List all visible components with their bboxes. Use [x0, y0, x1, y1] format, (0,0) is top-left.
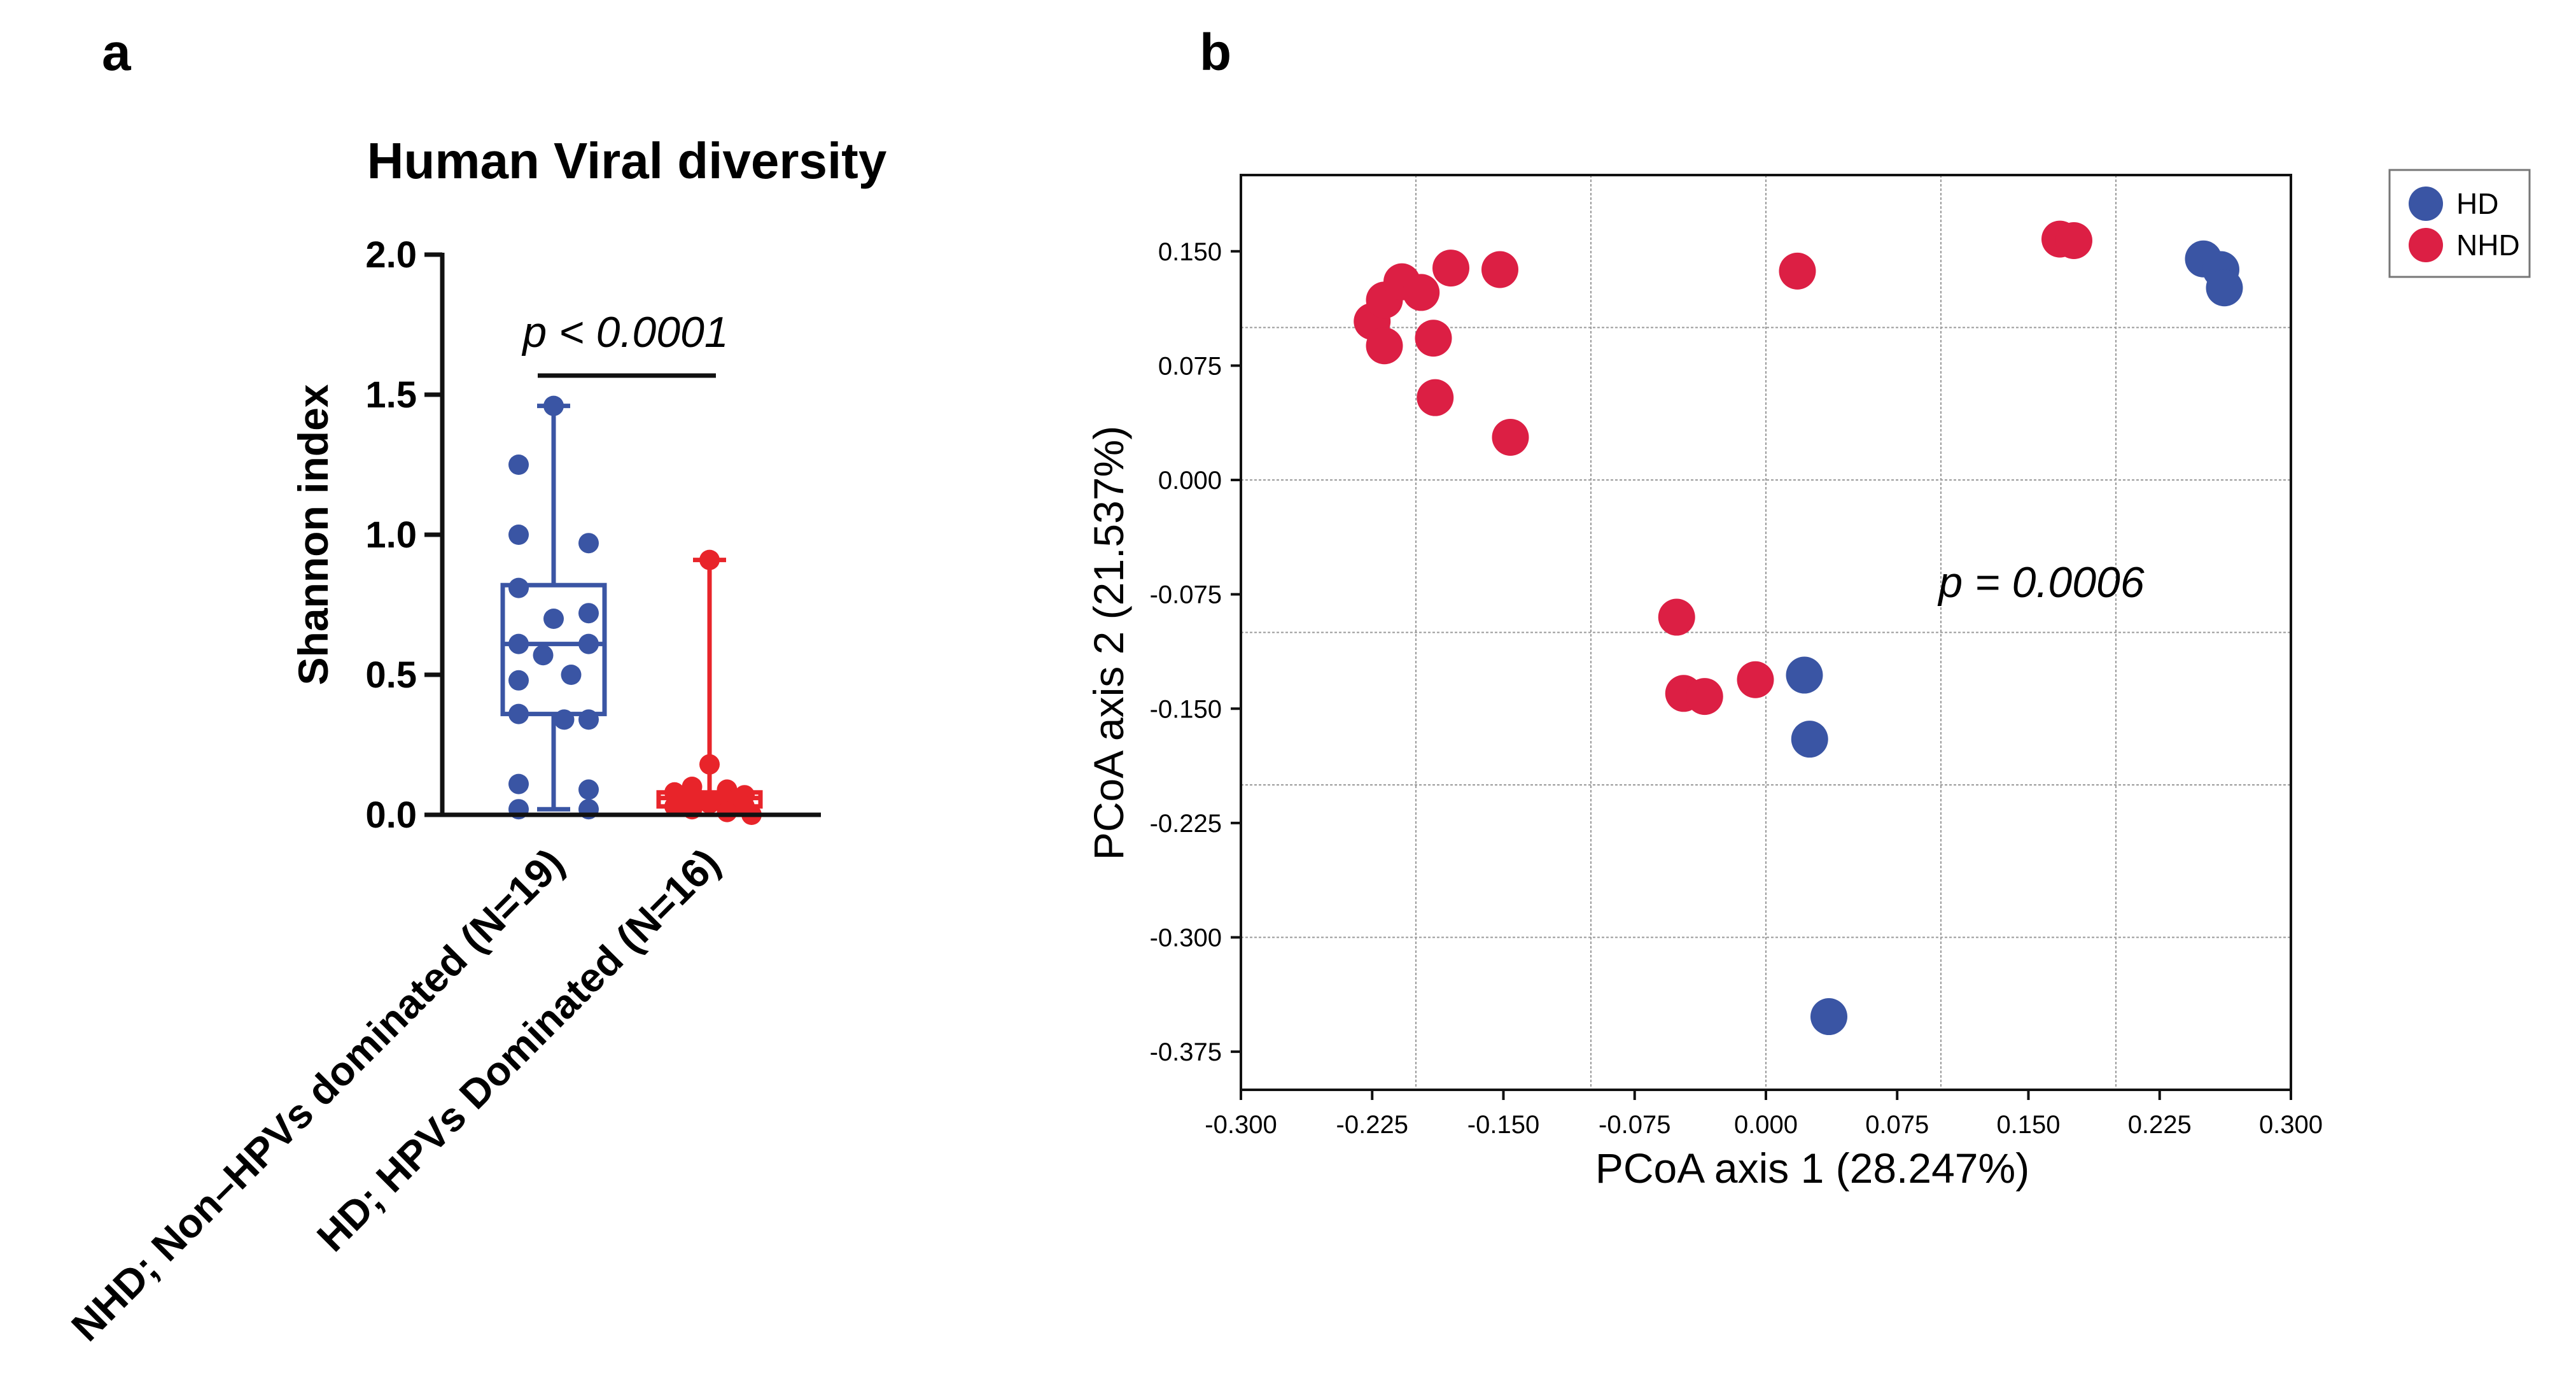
legend-hd-marker — [2409, 187, 2443, 221]
panel-a-y-axis-label: Shannon index — [290, 384, 337, 685]
x-tick-label: 0.000 — [1734, 1111, 1798, 1139]
panel-b-legend: HD NHD — [2388, 169, 2531, 278]
point-nhd — [1417, 379, 1454, 416]
data-point — [533, 645, 554, 666]
x-tick-label: -0.075 — [1599, 1111, 1670, 1139]
panel-b-y-axis-label: PCoA axis 2 (21.537%) — [1085, 426, 1132, 860]
x-tick-label: 0.300 — [2259, 1111, 2323, 1139]
panel-a-letter: a — [102, 24, 132, 81]
point-nhd — [1403, 274, 1440, 311]
data-point — [508, 773, 529, 794]
y-tick-label: 2.0 — [365, 234, 417, 276]
data-point — [664, 796, 685, 817]
point-hd — [1786, 656, 1823, 694]
data-point — [508, 455, 529, 475]
data-point — [699, 754, 720, 775]
panel-b-pcoa-scatter: -0.300 -0.225 -0.150 -0.075 0.000 0.075 0.150 0… — [1085, 169, 2531, 1192]
data-point — [699, 793, 720, 814]
x-tick-label: 0.150 — [1996, 1111, 2060, 1139]
y-tick-label: 1.5 — [365, 374, 417, 416]
panel-a-box-plot: Human Viral diversity Shannon index 0.00… — [62, 132, 886, 1350]
legend-hd-label: HD — [2456, 187, 2498, 220]
box-iqr — [500, 582, 607, 717]
panel-a-boxes — [500, 404, 763, 817]
data-point — [543, 395, 564, 416]
point-nhd — [1779, 252, 1816, 290]
data-point — [717, 801, 738, 822]
panel-b-p-value: p = 0.0006 — [1937, 558, 2144, 607]
x-tick-label: 0.225 — [2128, 1111, 2192, 1139]
point-nhd — [2055, 222, 2092, 259]
panel-a-points — [508, 395, 762, 825]
y-tick-label: -0.375 — [1150, 1038, 1222, 1066]
box-hd — [656, 558, 763, 817]
data-point — [554, 709, 575, 730]
panel-a-category-labels: NHD; Non–HPVs dominated (N=19)HD; HPVs D… — [62, 840, 728, 1350]
point-nhd — [1415, 320, 1452, 357]
y-tick-label: 0.150 — [1158, 238, 1222, 266]
data-point — [578, 603, 599, 624]
panel-b-gridlines — [1241, 175, 2291, 1090]
y-tick-label: 0.0 — [365, 794, 417, 836]
data-point — [508, 633, 529, 654]
x-tick-label: -0.300 — [1205, 1111, 1277, 1139]
y-tick-label: 1.0 — [365, 514, 417, 556]
y-tick-label: -0.225 — [1150, 810, 1222, 838]
point-nhd — [1481, 251, 1518, 288]
y-tick-label: 0.5 — [365, 654, 417, 696]
y-tick-label: -0.150 — [1150, 695, 1222, 723]
panel-b-x-axis-label: PCoA axis 1 (28.247%) — [1595, 1145, 2029, 1192]
point-nhd — [1432, 250, 1469, 287]
data-point — [578, 779, 599, 800]
legend-frame — [2388, 169, 2531, 278]
legend-nhd-label: NHD — [2456, 229, 2520, 262]
panel-a-p-value: p < 0.0001 — [521, 308, 728, 356]
point-hd — [1810, 998, 1847, 1036]
panel-a-title: Human Viral diversity — [367, 132, 887, 189]
data-point — [508, 525, 529, 545]
panel-b-x-ticks: -0.300 -0.225 -0.150 -0.075 0.000 0.075 0.150 0… — [1205, 1090, 2323, 1139]
data-point — [578, 533, 599, 554]
x-tick-label: 0.075 — [1865, 1111, 1929, 1139]
point-hd — [2206, 269, 2243, 307]
data-point — [578, 709, 599, 730]
y-tick-label: -0.075 — [1150, 581, 1222, 609]
point-nhd — [1737, 661, 1774, 698]
point-nhd — [1492, 418, 1529, 456]
data-point — [561, 665, 582, 685]
point-hd — [1791, 721, 1828, 758]
panel-b-y-ticks: 0.150 0.075 0.000 -0.075 -0.150 -0.225 -0.300 -… — [1150, 238, 1241, 1066]
x-tick-label: -0.150 — [1467, 1111, 1539, 1139]
data-point — [508, 703, 529, 724]
y-tick-label: 0.000 — [1158, 467, 1222, 495]
y-tick-label: 0.075 — [1158, 352, 1222, 380]
data-point — [543, 609, 564, 629]
data-point — [699, 549, 720, 570]
point-nhd — [1658, 598, 1695, 636]
y-tick-label: -0.300 — [1150, 924, 1222, 952]
point-nhd — [1686, 678, 1723, 716]
legend-nhd-marker — [2409, 228, 2443, 262]
data-point — [508, 577, 529, 598]
data-point — [508, 670, 529, 691]
point-nhd — [1366, 327, 1403, 365]
panel-a-y-ticks: 0.0 0.5 1.0 1.5 2.0 — [365, 234, 442, 836]
x-tick-label: -0.225 — [1336, 1111, 1408, 1139]
panel-b-points — [1354, 220, 2243, 1036]
data-point — [578, 633, 599, 654]
panel-b-letter: b — [1200, 24, 1231, 81]
